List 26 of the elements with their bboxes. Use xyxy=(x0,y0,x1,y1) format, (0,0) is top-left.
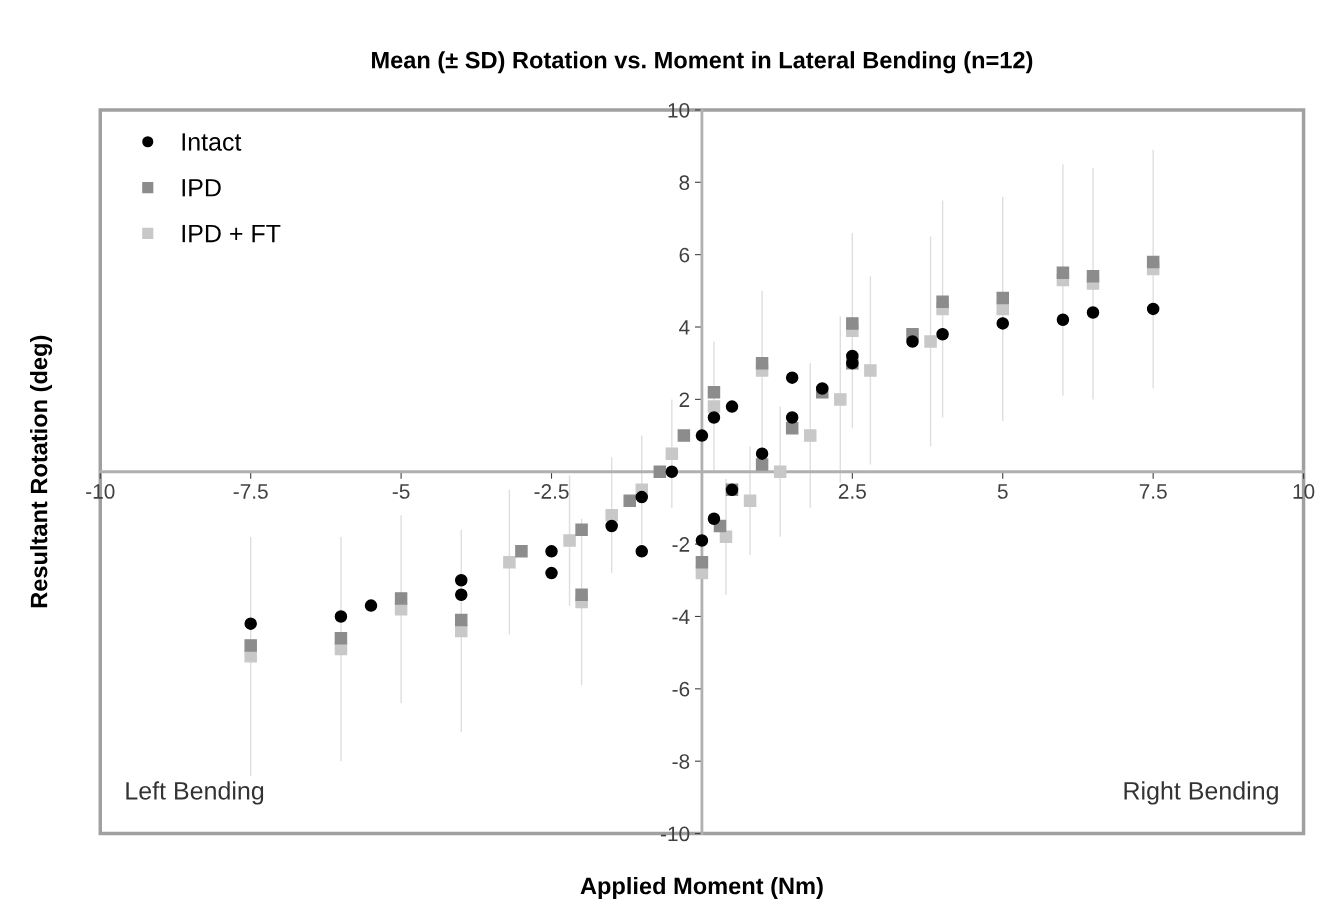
y-tick-label: -4 xyxy=(672,609,690,625)
y-tick-label: -10 xyxy=(660,826,690,842)
y-tick-label: 8 xyxy=(679,175,690,191)
legend-label: IPD + FT xyxy=(182,224,281,243)
x-tick-label: -5 xyxy=(392,484,410,499)
y-axis-title: Resultant Rotation (deg) xyxy=(30,335,53,608)
x-tick-label: 10 xyxy=(1293,484,1315,499)
y-tick-label: 2 xyxy=(679,392,690,407)
y-tick-label: 10 xyxy=(668,102,690,118)
y-tick-label: 6 xyxy=(679,247,690,263)
x-tick-label: 7.5 xyxy=(1139,484,1167,499)
y-tick-label: -8 xyxy=(672,754,690,769)
x-tick-label: 2.5 xyxy=(838,484,866,499)
chart-title: Mean (± SD) Rotation vs. Moment in Lateral Bending (n=12) xyxy=(372,51,1033,74)
x-tick-label: -2.5 xyxy=(534,484,569,499)
x-tick-label: -7.5 xyxy=(233,484,268,499)
legend-label: IPD xyxy=(182,179,221,197)
x-tick-label: 5 xyxy=(997,484,1008,499)
y-tick-label: 4 xyxy=(679,320,690,335)
annotation: Left Bending xyxy=(126,781,264,805)
x-tick-label: -10 xyxy=(86,484,115,499)
legend-label: Intact xyxy=(182,133,242,151)
x-axis-title: Applied Moment (Nm) xyxy=(580,876,823,899)
y-tick-label: -6 xyxy=(672,681,690,697)
y-tick-label: -2 xyxy=(672,537,690,552)
annotation: Right Bending xyxy=(1124,781,1278,805)
